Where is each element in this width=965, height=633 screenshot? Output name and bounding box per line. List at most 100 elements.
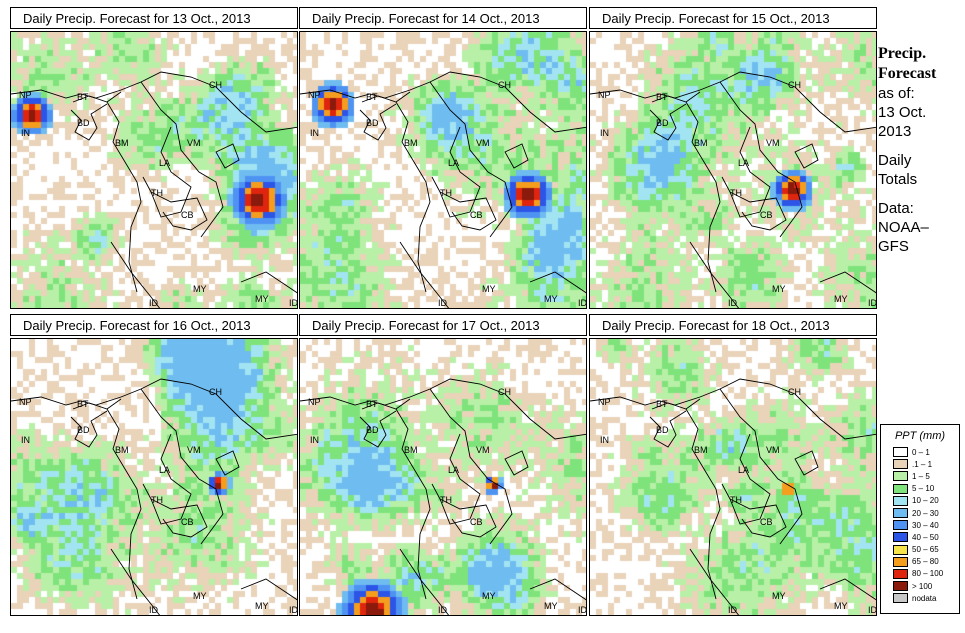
legend-item: > 100 bbox=[893, 580, 959, 592]
country-label: BT bbox=[656, 399, 668, 409]
data-source-2: GFS bbox=[878, 238, 909, 255]
panel-title: Daily Precip. Forecast for 18 Oct., 2013 bbox=[589, 314, 877, 336]
country-label: CB bbox=[181, 210, 194, 220]
legend-swatch bbox=[893, 483, 908, 494]
legend-label: 80 – 100 bbox=[912, 569, 944, 579]
border-line bbox=[395, 408, 431, 600]
border-line bbox=[819, 271, 876, 294]
legend-label: .1 – 1 bbox=[912, 459, 933, 469]
country-label: MY bbox=[255, 294, 269, 304]
info-text: Precip. Forecast as of: 13 Oct. 2013 Dai… bbox=[878, 44, 963, 256]
border-line bbox=[395, 101, 431, 293]
border-line bbox=[142, 126, 192, 218]
country-label: BD bbox=[366, 425, 379, 435]
country-label: ID bbox=[728, 605, 737, 615]
country-label: BM bbox=[404, 138, 418, 148]
country-label: BT bbox=[656, 92, 668, 102]
border-line bbox=[649, 410, 687, 448]
country-label: IN bbox=[21, 435, 30, 445]
legend-swatch bbox=[893, 556, 908, 567]
legend-item: 0 – 1 bbox=[893, 446, 959, 458]
country-label: LA bbox=[738, 158, 750, 168]
country-label: ID bbox=[728, 298, 737, 308]
border-line bbox=[11, 71, 297, 133]
border-line bbox=[359, 103, 397, 141]
legend-swatch bbox=[893, 544, 908, 555]
precip-raster bbox=[11, 339, 297, 615]
border-line bbox=[150, 191, 208, 231]
country-label: TH bbox=[440, 495, 452, 505]
precip-raster bbox=[300, 339, 586, 615]
country-label: ID bbox=[868, 605, 877, 615]
country-label: MY bbox=[482, 284, 496, 294]
country-label: MY bbox=[834, 294, 848, 304]
border-line bbox=[529, 271, 586, 294]
country-label: BD bbox=[656, 118, 669, 128]
border-line bbox=[72, 398, 122, 410]
country-label: CH bbox=[498, 387, 511, 397]
border-line bbox=[439, 498, 497, 538]
country-label: LA bbox=[159, 465, 171, 475]
legend-item: 80 – 100 bbox=[893, 568, 959, 580]
legend-swatch bbox=[893, 520, 908, 531]
country-label: BM bbox=[694, 445, 708, 455]
country-label: VM bbox=[476, 445, 490, 455]
legend-swatch bbox=[893, 593, 908, 604]
legend-label: 40 – 50 bbox=[912, 532, 939, 542]
border-line bbox=[431, 126, 481, 218]
border-line bbox=[819, 578, 876, 601]
precip-map: NP BT BD IN CH BM VM LA TH CB MY MY ID ID bbox=[299, 31, 587, 309]
border-line bbox=[240, 578, 297, 601]
border-line bbox=[399, 548, 450, 615]
country-label: IN bbox=[310, 435, 319, 445]
country-borders bbox=[590, 71, 876, 308]
border-line bbox=[215, 450, 240, 476]
border-line bbox=[689, 548, 740, 615]
asof-year: 2013 bbox=[878, 123, 912, 140]
legend-label: nodata bbox=[912, 593, 937, 603]
country-label: MY bbox=[544, 294, 558, 304]
country-label: NP bbox=[19, 90, 32, 100]
legend-item: 65 – 80 bbox=[893, 556, 959, 568]
asof-date: 13 Oct. bbox=[878, 104, 927, 121]
border-line bbox=[150, 498, 208, 538]
country-label: LA bbox=[448, 465, 460, 475]
border-line bbox=[590, 378, 876, 440]
country-label: BT bbox=[77, 92, 89, 102]
country-label: NP bbox=[19, 397, 32, 407]
precip-map: NP BT BD IN CH BM VM LA TH CB MY MY ID ID bbox=[589, 31, 877, 309]
border-line bbox=[729, 498, 787, 538]
country-label: ID bbox=[289, 298, 298, 308]
border-line bbox=[70, 103, 108, 141]
legend-swatch bbox=[893, 581, 908, 592]
border-line bbox=[719, 388, 803, 545]
border-line bbox=[361, 91, 411, 103]
precip-map: NP BT BD IN CH BM VM LA TH CB MY MY ID ID bbox=[589, 338, 877, 616]
legend-title: PPT (mm) bbox=[894, 430, 946, 442]
precip-raster bbox=[300, 32, 586, 308]
panel-title: Daily Precip. Forecast for 14 Oct., 2013 bbox=[299, 7, 587, 29]
country-label: IN bbox=[600, 435, 609, 445]
border-line bbox=[11, 378, 297, 440]
border-line bbox=[651, 91, 701, 103]
country-label: ID bbox=[868, 298, 877, 308]
legend-label: 0 – 1 bbox=[912, 447, 930, 457]
border-line bbox=[106, 408, 142, 600]
precip-raster bbox=[590, 339, 876, 615]
border-line bbox=[429, 81, 513, 238]
totals-label: Totals bbox=[878, 171, 918, 188]
border-line bbox=[685, 101, 721, 293]
country-label: MY bbox=[255, 601, 269, 611]
border-line bbox=[72, 91, 122, 103]
border-line bbox=[504, 143, 529, 169]
country-label: BM bbox=[115, 445, 129, 455]
legend-item: 30 – 40 bbox=[893, 519, 959, 531]
country-label: BM bbox=[115, 138, 129, 148]
legend-label: 1 – 5 bbox=[912, 471, 930, 481]
border-line bbox=[649, 103, 687, 141]
legend-item: 20 – 30 bbox=[893, 507, 959, 519]
panel-title: Daily Precip. Forecast for 15 Oct., 2013 bbox=[589, 7, 877, 29]
border-line bbox=[685, 408, 721, 600]
country-label: ID bbox=[578, 605, 587, 615]
country-label: CH bbox=[209, 387, 222, 397]
